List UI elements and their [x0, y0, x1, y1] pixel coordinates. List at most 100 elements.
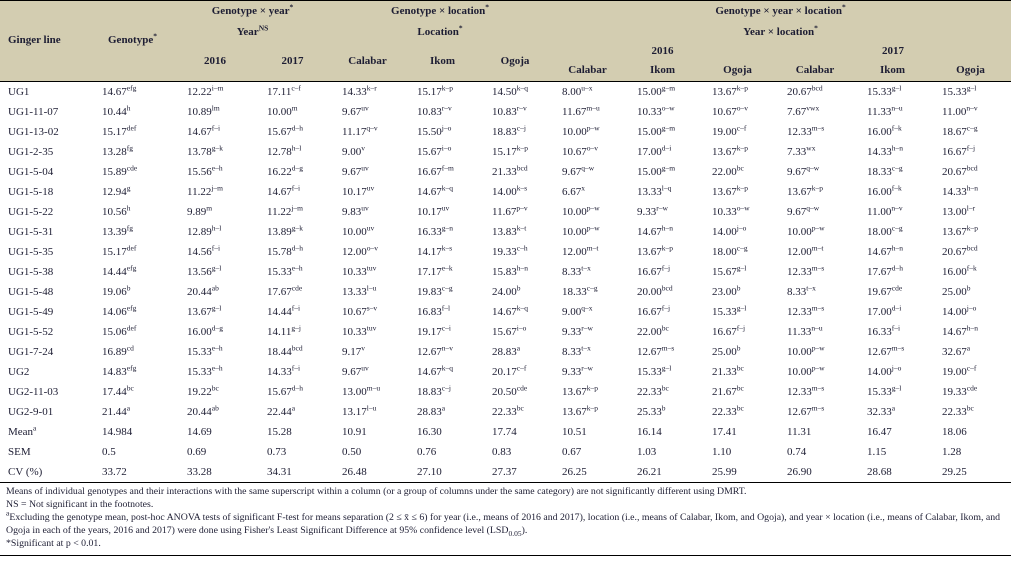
- table-cell: 10.44h: [102, 103, 131, 118]
- table-cell: 14.67efg: [102, 83, 137, 98]
- table-cell: 16.30: [417, 426, 442, 438]
- table-cell: 10.00p–w: [787, 363, 825, 378]
- table-cell: 14.67h–n: [942, 323, 979, 338]
- table-cell: 32.67a: [942, 343, 971, 358]
- header-yl2017-ikom: Ikom: [855, 61, 931, 82]
- table-cell: 10.00m: [267, 103, 298, 118]
- table-cell: 8.33t–x: [787, 283, 816, 298]
- table-cell: 0.74: [787, 446, 807, 458]
- table-cell: 22.33bc: [712, 403, 744, 418]
- row-label: UG1-5-52: [8, 326, 54, 338]
- table-cell: 18.44bcd: [267, 343, 303, 358]
- table-cell: 14.00k–s: [492, 183, 528, 198]
- table-cell: 22.00bc: [712, 163, 744, 178]
- table-cell: 1.10: [712, 446, 732, 458]
- row-label: SEM: [8, 446, 31, 458]
- table-cell: 16.67f–m: [417, 163, 454, 178]
- table-cell: 15.33g–l: [867, 383, 902, 398]
- table-cell: 20.17c–f: [492, 363, 527, 378]
- row-label: UG1-13-02: [8, 126, 59, 138]
- table-cell: 10.51: [562, 426, 587, 438]
- table-cell: 9.67q–w: [787, 163, 820, 178]
- table-cell: 21.33bc: [712, 363, 744, 378]
- table-cell: 16.47: [867, 426, 892, 438]
- table-cell: 22.33bc: [492, 403, 524, 418]
- table-cell: 15.00g–m: [637, 163, 676, 178]
- table-cell: 12.33m–s: [787, 383, 825, 398]
- table-cell: 8.00u–x: [562, 83, 593, 98]
- table-cell: 10.17uv: [417, 203, 450, 218]
- table-cell: 9.00q–x: [562, 303, 593, 318]
- table-cell: 10.67s–v: [342, 303, 378, 318]
- table-cell: 11.33n–u: [787, 323, 823, 338]
- table-cell: 14.33h–n: [867, 143, 904, 158]
- table-cell: 20.00bcd: [637, 283, 673, 298]
- table-cell: 11.17q–v: [342, 123, 378, 138]
- table-cell: 13.17l–u: [342, 403, 377, 418]
- table-cell: 28.83a: [492, 343, 521, 358]
- row-label: UG1-5-31: [8, 226, 54, 238]
- table-cell: 17.00d–i: [867, 303, 902, 318]
- header-col-2017: 2017: [255, 43, 331, 82]
- table-cell: 12.33m–s: [787, 303, 825, 318]
- table-row: UG1-5-22 10.56h 9.89m 11.22j–m 9.83uv 10.17uv…: [0, 202, 1011, 222]
- table-cell: 19.06b: [102, 283, 131, 298]
- table-row: UG1-5-48 19.06b 20.44ab 17.67cde 13.33l–u 19.…: [0, 282, 1011, 302]
- table-cell: 22.33bc: [942, 403, 974, 418]
- table-cell: 14.33k–r: [342, 83, 377, 98]
- row-label: UG1-5-38: [8, 266, 54, 278]
- table-cell: 16.14: [637, 426, 662, 438]
- table-cell: 18.00c–g: [712, 243, 748, 258]
- table-row: UG1-5-31 13.39fg 12.89h–l 13.89g–k 10.00uv 16…: [0, 222, 1011, 242]
- row-label: UG2: [8, 366, 30, 378]
- table-cell: 11.67p–v: [492, 203, 528, 218]
- table-cell: 29.25: [942, 466, 967, 478]
- table-cell: 10.00p–w: [562, 123, 600, 138]
- table-cell: 13.67k–p: [712, 83, 749, 98]
- table-body: UG1 14.67efg 12.22i–m 17.11c–f 14.33k–r 15.17…: [0, 82, 1011, 483]
- table-cell: 16.33f–i: [867, 323, 901, 338]
- table-cell: 15.00g–m: [637, 123, 676, 138]
- table-cell: 9.67uv: [342, 103, 369, 118]
- row-label: UG1-11-07: [8, 106, 59, 118]
- table-cell: 12.00m–t: [787, 243, 824, 258]
- table-cell: 14.33h–n: [942, 183, 979, 198]
- table-cell: 0.5: [102, 446, 116, 458]
- table-cell: 16.22d–g: [267, 163, 303, 178]
- row-label: Meana: [8, 423, 37, 438]
- header-yl-2016: 2016: [550, 43, 776, 61]
- table-cell: 14.67h–n: [637, 223, 674, 238]
- table-cell: 9.67uv: [342, 363, 369, 378]
- header-year-location: Year × location*: [550, 23, 1011, 43]
- table-cell: 0.83: [492, 446, 512, 458]
- table-cell: 15.06def: [102, 323, 137, 338]
- table-cell: 14.00j–o: [867, 363, 902, 378]
- table-cell: 12.67m–s: [867, 343, 905, 358]
- footnotes: Means of individual genotypes and their …: [0, 483, 1011, 556]
- header-yl2016-ogoja: Ogoja: [700, 61, 776, 82]
- table-row: UG2-9-01 21.44a 20.44ab 22.44a 13.17l–u 28.83…: [0, 402, 1011, 422]
- table-cell: 15.50j–o: [417, 123, 452, 138]
- table-cell: 20.67bcd: [942, 243, 978, 258]
- table-cell: 15.17def: [102, 243, 137, 258]
- table-cell: 12.00m–t: [562, 243, 599, 258]
- table-cell: 28.83a: [417, 403, 446, 418]
- table-cell: 15.56e–h: [187, 163, 223, 178]
- table-cell: 14.69: [187, 426, 212, 438]
- table-cell: 34.31: [267, 466, 292, 478]
- table-cell: 11.33n–u: [867, 103, 903, 118]
- table-cell: 20.50cde: [492, 383, 528, 398]
- table-cell: 0.73: [267, 446, 287, 458]
- header-yl2017-calabar: Calabar: [775, 61, 856, 82]
- table-cell: 0.50: [342, 446, 362, 458]
- row-label: CV (%): [8, 466, 43, 478]
- table-cell: 9.67q–w: [787, 203, 820, 218]
- table-cell: 13.39fg: [102, 223, 133, 238]
- table-cell: 16.83f–l: [417, 303, 451, 318]
- table-cell: 15.33g–l: [867, 83, 902, 98]
- table-cell: 15.17k–p: [417, 83, 454, 98]
- table-cell: 10.00p–w: [787, 343, 825, 358]
- table-cell: 13.83k–t: [492, 223, 527, 238]
- header-yl2017-ogoja: Ogoja: [930, 61, 1011, 82]
- table-cell: 18.33c–g: [867, 163, 903, 178]
